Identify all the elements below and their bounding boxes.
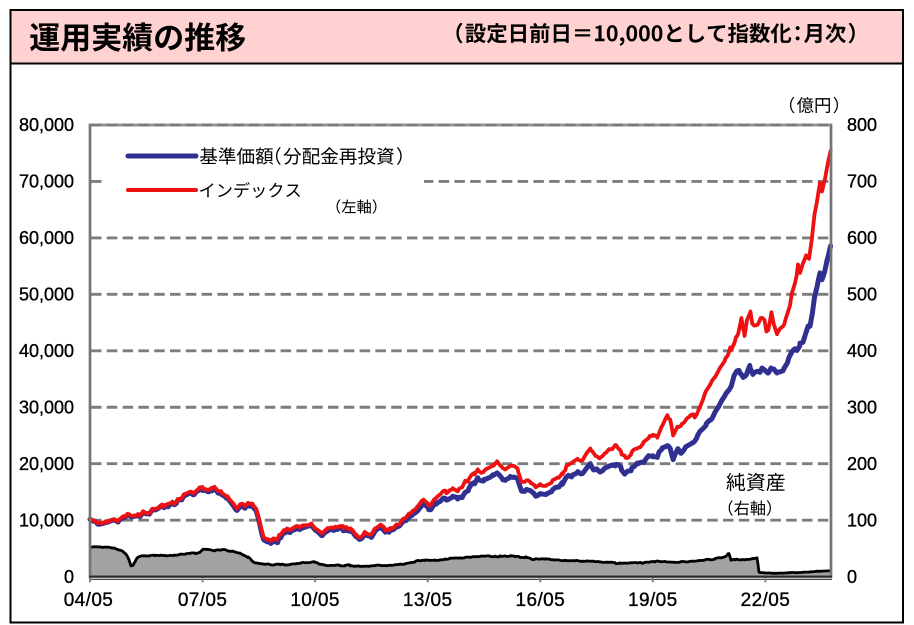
svg-text:700: 700 — [847, 172, 877, 192]
svg-text:13/05: 13/05 — [403, 590, 453, 611]
svg-text:60,000: 60,000 — [19, 228, 74, 248]
svg-text:40,000: 40,000 — [19, 341, 74, 361]
svg-text:70,000: 70,000 — [19, 172, 74, 192]
svg-text:22/05: 22/05 — [741, 590, 791, 611]
svg-text:400: 400 — [847, 341, 877, 361]
svg-text:500: 500 — [847, 285, 877, 305]
svg-text:0: 0 — [64, 567, 74, 587]
svg-text:600: 600 — [847, 228, 877, 248]
svg-text:200: 200 — [847, 454, 877, 474]
svg-text:10/05: 10/05 — [290, 590, 340, 611]
svg-text:0: 0 — [847, 567, 857, 587]
svg-text:16/05: 16/05 — [516, 590, 566, 611]
svg-text:50,000: 50,000 — [19, 285, 74, 305]
svg-text:04/05: 04/05 — [64, 590, 114, 611]
svg-text:20,000: 20,000 — [19, 454, 74, 474]
svg-text:80,000: 80,000 — [19, 115, 74, 135]
svg-text:10,000: 10,000 — [19, 510, 74, 530]
svg-text:07/05: 07/05 — [178, 590, 228, 611]
svg-text:800: 800 — [847, 115, 877, 135]
svg-text:19/05: 19/05 — [628, 590, 678, 611]
svg-text:30,000: 30,000 — [19, 397, 74, 417]
svg-text:300: 300 — [847, 397, 877, 417]
svg-text:100: 100 — [847, 510, 877, 530]
